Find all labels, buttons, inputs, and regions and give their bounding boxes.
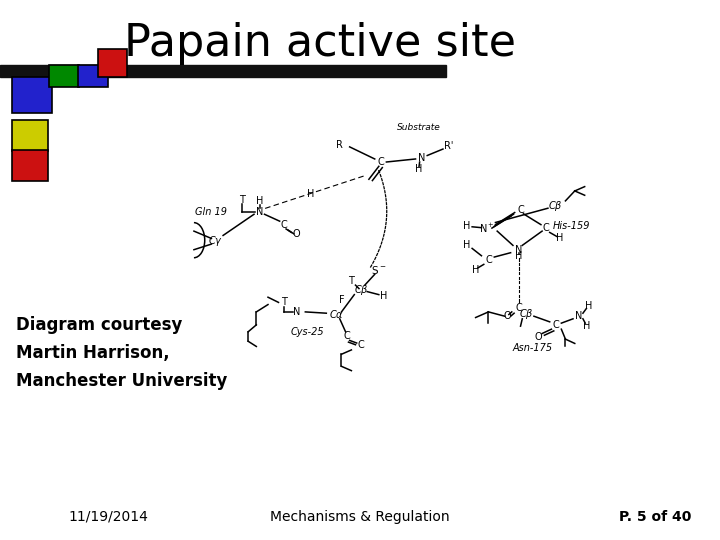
Text: R: R [336, 140, 343, 150]
Text: H: H [515, 251, 523, 261]
Text: $C\beta$: $C\beta$ [519, 307, 534, 321]
Text: Diagram courtesy: Diagram courtesy [16, 316, 182, 334]
Text: F: F [338, 295, 344, 305]
Text: $C\alpha$: $C\alpha$ [329, 308, 344, 321]
Text: H: H [582, 321, 590, 331]
Text: T: T [240, 194, 246, 205]
Text: His-159: His-159 [552, 220, 590, 231]
Text: H: H [556, 233, 563, 244]
Text: Cys-25: Cys-25 [291, 327, 325, 337]
Text: $C\beta$: $C\beta$ [354, 284, 369, 298]
Text: O: O [503, 311, 511, 321]
Text: H: H [415, 164, 422, 174]
Text: T: T [282, 296, 287, 307]
Text: Substrate: Substrate [397, 123, 441, 132]
Text: H: H [307, 188, 314, 199]
Text: R': R' [444, 141, 454, 151]
Bar [78, 65, 108, 87]
Text: H: H [462, 220, 470, 231]
Text: C: C [358, 340, 365, 350]
Text: Martin Harrison,: Martin Harrison, [16, 344, 169, 362]
Bar [12, 150, 48, 181]
Text: H: H [379, 291, 387, 301]
Text: N$^+$: N$^+$ [480, 221, 495, 235]
Text: S$^-$: S$^-$ [371, 264, 387, 276]
Text: P. 5 of 40: P. 5 of 40 [618, 510, 691, 524]
Text: N: N [515, 245, 523, 255]
Bar [12, 120, 48, 151]
Text: O: O [292, 229, 300, 239]
Text: C: C [542, 223, 549, 233]
Text: Mechanisms & Regulation: Mechanisms & Regulation [270, 510, 450, 524]
Text: Gln 19: Gln 19 [195, 207, 228, 217]
Text: $C\gamma$: $C\gamma$ [208, 234, 223, 248]
Text: N: N [256, 207, 264, 217]
Text: H: H [585, 301, 593, 311]
Text: C: C [281, 220, 288, 229]
Bar [0, 65, 446, 77]
Text: C: C [517, 205, 524, 214]
Text: C: C [516, 302, 522, 313]
Text: Asn-175: Asn-175 [512, 343, 552, 353]
Text: $C\beta$: $C\beta$ [548, 199, 563, 213]
Bar [12, 77, 52, 113]
Text: O: O [534, 332, 542, 342]
Text: H: H [462, 240, 470, 251]
Text: N: N [575, 311, 582, 321]
Bar [49, 65, 79, 87]
Text: Manchester University: Manchester University [16, 372, 228, 390]
Text: N: N [294, 307, 301, 317]
Text: T: T [348, 276, 354, 286]
Text: C: C [552, 320, 559, 330]
Bar [98, 49, 127, 77]
Text: H: H [256, 196, 264, 206]
Text: Papain active site: Papain active site [124, 22, 516, 65]
Text: C: C [485, 255, 492, 265]
Text: C: C [377, 157, 384, 167]
Text: C: C [344, 331, 351, 341]
Text: 11/19/2014: 11/19/2014 [68, 510, 148, 524]
Text: H: H [472, 265, 480, 275]
Text: N: N [418, 153, 425, 163]
